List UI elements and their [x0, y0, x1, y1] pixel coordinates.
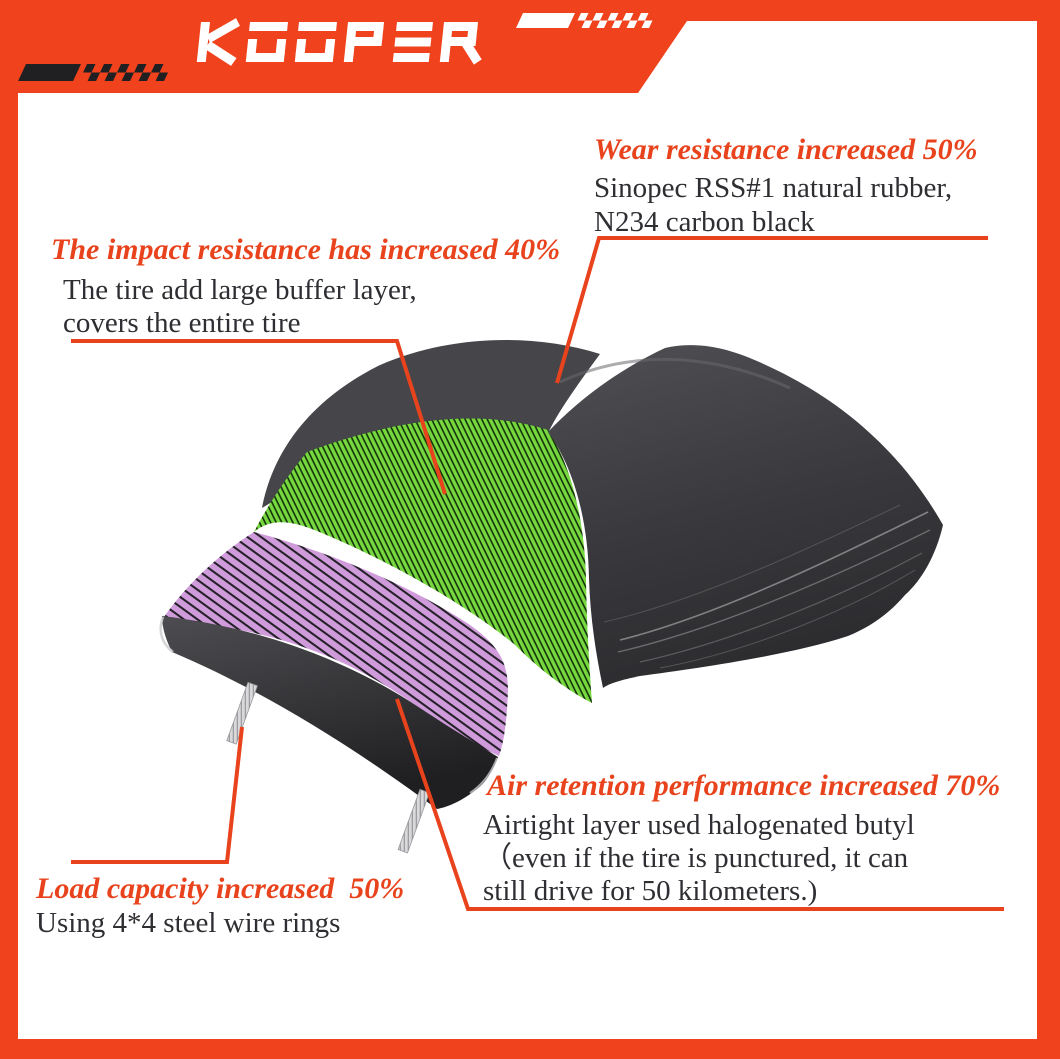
callout-impact-resistance: The impact resistance has increased 40% …	[51, 233, 591, 340]
callout-impact-heading: The impact resistance has increased 40%	[51, 233, 561, 266]
frame-border-right	[1037, 0, 1060, 1059]
callout-wear-heading: Wear resistance increased 50%	[594, 133, 978, 166]
callout-impact-line1: The tire add large buffer layer,	[63, 274, 417, 306]
callout-air-retention: Air retention performance increased 70% …	[483, 769, 1027, 908]
leader-line-wear	[555, 236, 988, 384]
callout-air-heading: Air retention performance increased 70%	[487, 769, 1001, 802]
tire-airtight-bead-layer	[162, 616, 498, 809]
frame-border-left	[0, 0, 18, 1059]
frame-border-bottom	[0, 1039, 1060, 1059]
tire-buffer-layer-green	[254, 418, 592, 703]
tire-tread-outer	[548, 345, 943, 688]
callout-wear-line2: N234 carbon black	[594, 206, 815, 238]
callout-impact-line2: covers the entire tire	[63, 307, 301, 339]
sidewall-rib-lines	[603, 504, 931, 669]
leader-line-load	[71, 726, 244, 864]
tire-casing-layer-purple	[162, 532, 508, 756]
tread-top-highlight	[559, 358, 791, 390]
bead-cut-face-highlight	[159, 616, 174, 653]
callout-load-heading: Load capacity increased 50%	[36, 872, 405, 905]
header-banner	[0, 0, 1060, 93]
callout-wear-line1: Sinopec RSS#1 natural rubber,	[594, 172, 953, 204]
tire-back-shoulder	[262, 340, 600, 508]
callout-air-line1: Airtight layer used halogenated butyl	[483, 809, 915, 841]
callout-load-capacity: Load capacity increased 50% Using 4*4 st…	[36, 872, 486, 940]
steel-wire-pin-2	[397, 788, 430, 854]
callout-air-line3: still drive for 50 kilometers.)	[483, 875, 818, 907]
callout-air-line2: （even if the tire is punctured, it can	[483, 842, 909, 874]
callout-wear-resistance: Wear resistance increased 50% Sinopec RS…	[594, 133, 1024, 239]
leader-line-impact	[71, 339, 447, 495]
steel-wire-pin-1	[226, 681, 258, 745]
callout-load-line1: Using 4*4 steel wire rings	[36, 907, 341, 939]
